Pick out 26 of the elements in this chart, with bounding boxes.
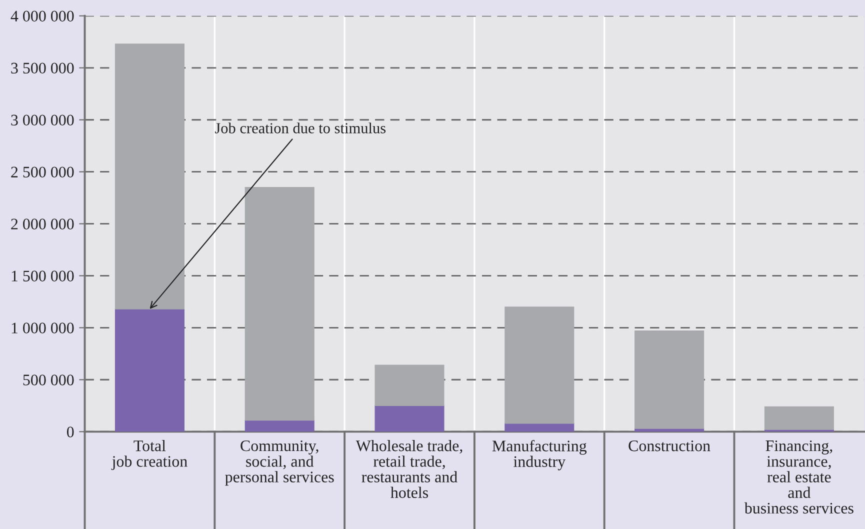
y-tick-label: 3 500 000 [11, 62, 74, 74]
x-tick-label: Total job creation [111, 440, 188, 470]
y-tick-label: 3 000 000 [11, 114, 74, 126]
annotation: Job creation due to stimulus [214, 122, 386, 134]
y-tick-label: 500 000 [23, 374, 74, 386]
x-tick-label: Financing, insurance, real estate and business services [744, 440, 854, 514]
bar [244, 187, 314, 421]
bar [114, 308, 184, 432]
bar [634, 330, 704, 429]
bar [504, 423, 574, 432]
y-tick-label: 0 [66, 426, 74, 438]
bar [504, 306, 574, 424]
y-tick-label: 2 000 000 [11, 218, 74, 230]
x-tick-label: Community, social, and personal services [225, 440, 334, 486]
x-tick-label: Manufacturing industry [492, 440, 587, 470]
bar [244, 420, 314, 432]
bar [114, 44, 184, 310]
bar [374, 364, 444, 406]
bar [374, 405, 444, 432]
y-tick-label: 1 000 000 [12, 322, 74, 334]
x-tick-label: Wholesale trade, retail trade, restaurants and hotels [356, 440, 462, 498]
y-tick-label: 1 500 000 [12, 270, 74, 282]
y-tick-label: 2 500 000 [11, 166, 74, 178]
bar [764, 406, 834, 430]
y-tick-label: 4 000 000 [10, 10, 74, 22]
x-tick-label: Construction [628, 440, 710, 452]
